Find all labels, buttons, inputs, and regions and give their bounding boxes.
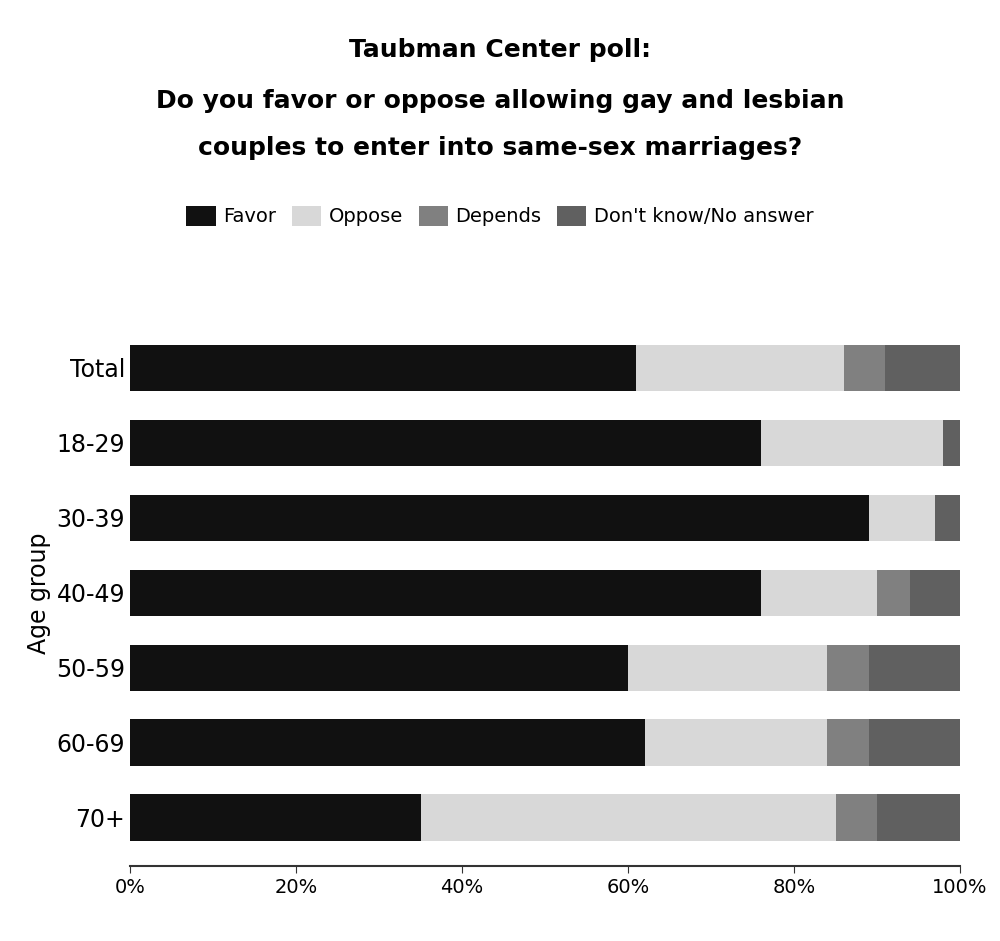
Bar — [869, 495, 935, 541]
Bar — [130, 720, 645, 766]
Bar — [844, 344, 885, 391]
Bar — [130, 569, 761, 616]
Bar — [943, 420, 960, 466]
Bar — [761, 569, 877, 616]
Bar — [827, 645, 869, 691]
Bar — [636, 344, 844, 391]
Bar — [877, 794, 960, 841]
Bar — [935, 495, 960, 541]
Bar — [761, 420, 943, 466]
Bar — [130, 344, 636, 391]
Bar — [130, 645, 628, 691]
Bar — [827, 720, 869, 766]
Bar — [130, 495, 869, 541]
Text: Do you favor or oppose allowing gay and lesbian: Do you favor or oppose allowing gay and … — [156, 89, 844, 114]
Bar — [910, 569, 960, 616]
Bar — [877, 569, 910, 616]
Bar — [420, 794, 836, 841]
Bar — [130, 794, 420, 841]
Bar — [836, 794, 877, 841]
Text: Taubman Center poll:: Taubman Center poll: — [349, 38, 651, 62]
Bar — [645, 720, 827, 766]
Bar — [885, 344, 960, 391]
Text: couples to enter into same-sex marriages?: couples to enter into same-sex marriages… — [198, 136, 802, 161]
Legend: Favor, Oppose, Depends, Don't know/No answer: Favor, Oppose, Depends, Don't know/No an… — [179, 198, 821, 234]
Bar — [869, 720, 960, 766]
Bar — [628, 645, 827, 691]
Bar — [869, 645, 960, 691]
Bar — [130, 420, 761, 466]
Y-axis label: Age group: Age group — [27, 532, 51, 654]
